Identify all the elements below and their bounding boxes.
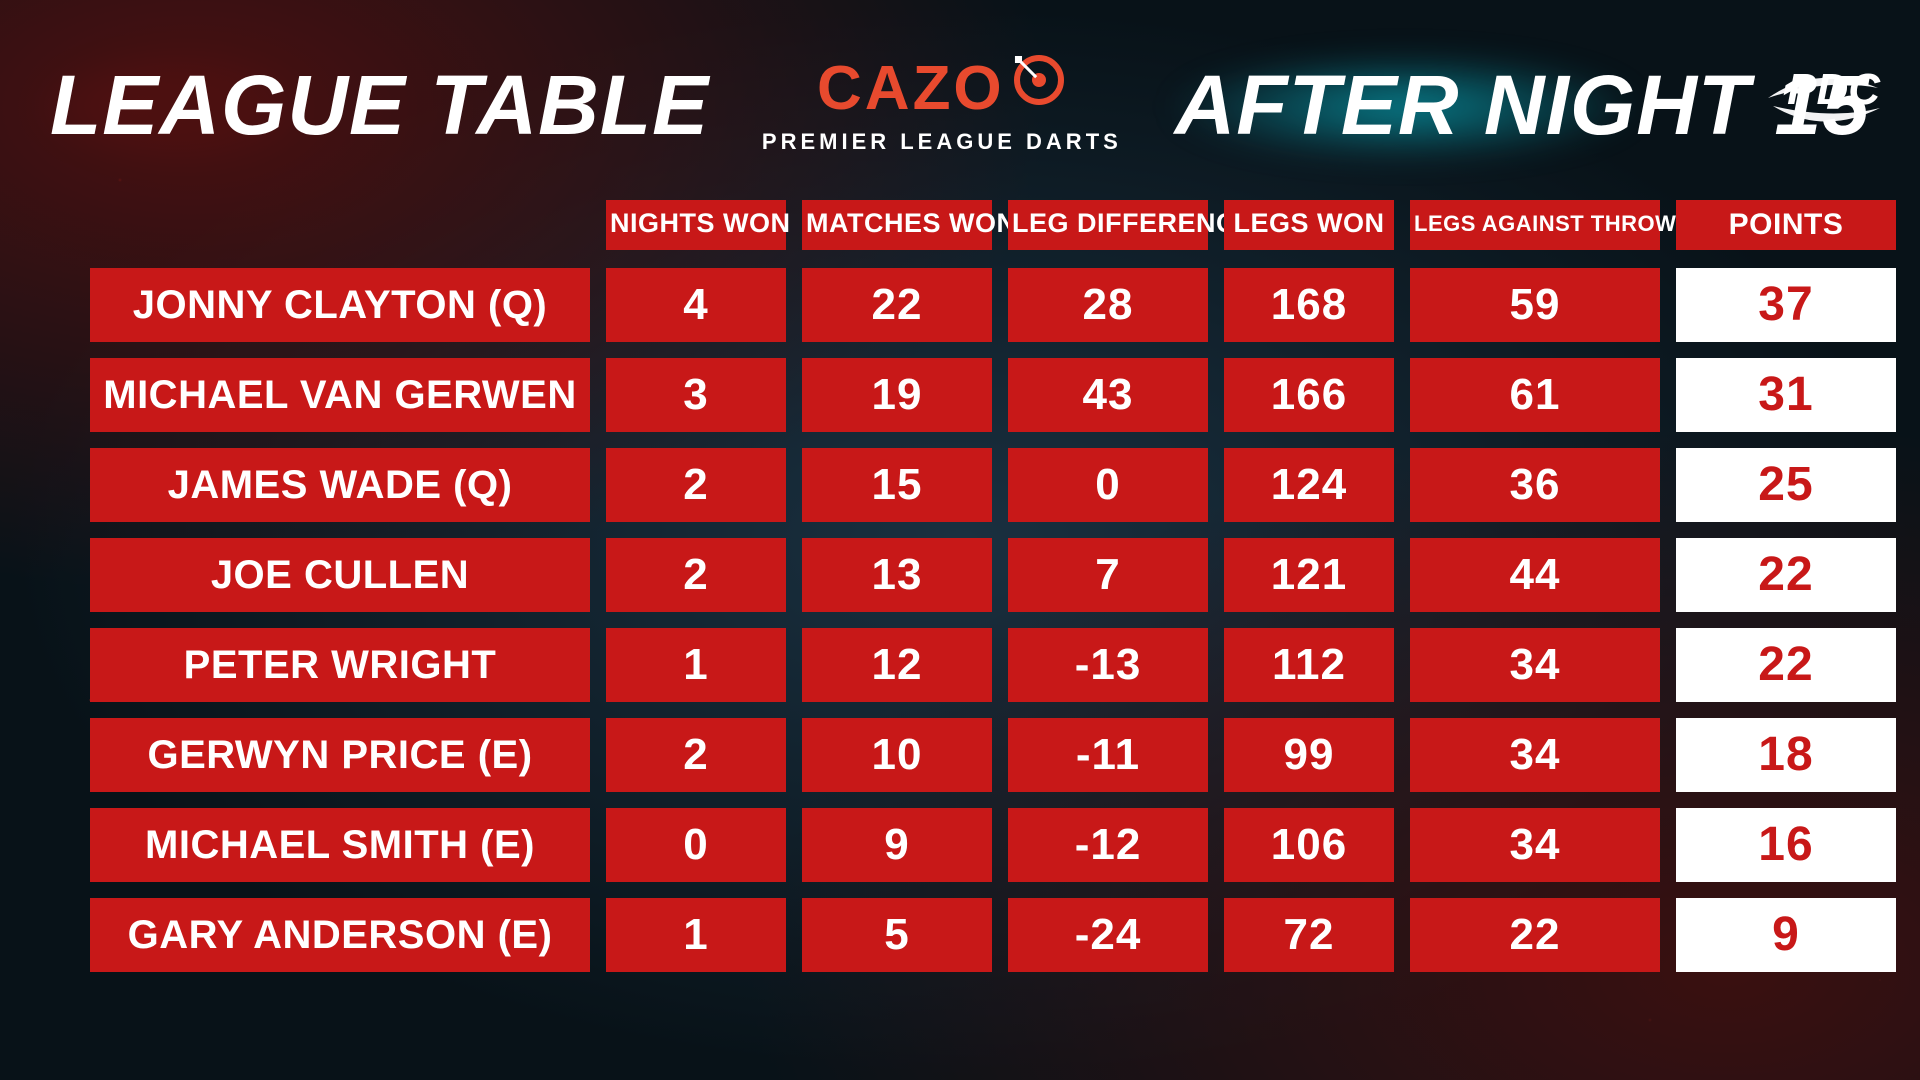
points-cell: 9 [1676,898,1896,972]
header-spacer [90,200,590,250]
pdc-logo: PDC [1787,65,1880,115]
nights-won-cell: 4 [606,268,786,342]
leg-diff-cell: -11 [1008,718,1208,792]
leg-diff-cell: 7 [1008,538,1208,612]
table-header-row: NIGHTS WON MATCHES WON LEG DIFFERENCE LE… [50,200,1870,250]
legs-won-cell: 121 [1224,538,1394,612]
points-cell: 22 [1676,628,1896,702]
matches-won-cell: 22 [802,268,992,342]
col-leg-difference: LEG DIFFERENCE [1008,200,1208,250]
matches-won-cell: 15 [802,448,992,522]
table-row: GARY ANDERSON (E)15-2472229 [50,898,1870,972]
matches-won-cell: 19 [802,358,992,432]
legs-won-cell: 166 [1224,358,1394,432]
lat-cell: 59 [1410,268,1660,342]
table-row: MICHAEL VAN GERWEN (Q)319431666131 [50,358,1870,432]
legs-won-cell: 106 [1224,808,1394,882]
leg-diff-cell: -12 [1008,808,1208,882]
legs-won-cell: 124 [1224,448,1394,522]
player-name: JAMES WADE (Q) [90,448,590,522]
header-row: LEAGUE TABLE CAZO PREMIER LEAGUE DARTS [50,30,1870,180]
leg-diff-cell: -24 [1008,898,1208,972]
player-name: PETER WRIGHT [90,628,590,702]
table-row: JOE CULLEN21371214422 [50,538,1870,612]
matches-won-cell: 13 [802,538,992,612]
leg-diff-cell: -13 [1008,628,1208,702]
brand-text: CAZO [817,58,1005,120]
matches-won-cell: 12 [802,628,992,702]
lat-cell: 34 [1410,718,1660,792]
matches-won-cell: 10 [802,718,992,792]
col-legs-won: LEGS WON [1224,200,1394,250]
table-body: JONNY CLAYTON (Q)422281685937MICHAEL VAN… [50,268,1870,972]
points-cell: 18 [1676,718,1896,792]
table-row: MICHAEL SMITH (E)09-121063416 [50,808,1870,882]
table-row: JAMES WADE (Q)21501243625 [50,448,1870,522]
lat-cell: 36 [1410,448,1660,522]
matches-won-cell: 9 [802,808,992,882]
leg-diff-cell: 28 [1008,268,1208,342]
nights-won-cell: 2 [606,538,786,612]
points-cell: 25 [1676,448,1896,522]
title-left: LEAGUE TABLE [50,57,709,154]
col-points: POINTS [1676,200,1896,250]
points-cell: 31 [1676,358,1896,432]
points-cell: 37 [1676,268,1896,342]
player-name: JONNY CLAYTON (Q) [90,268,590,342]
nights-won-cell: 1 [606,898,786,972]
matches-won-cell: 5 [802,898,992,972]
legs-won-cell: 168 [1224,268,1394,342]
player-name: MICHAEL SMITH (E) [90,808,590,882]
player-name: GERWYN PRICE (E) [90,718,590,792]
dart-icon [1011,52,1067,119]
lat-cell: 44 [1410,538,1660,612]
legs-won-cell: 112 [1224,628,1394,702]
nights-won-cell: 0 [606,808,786,882]
leg-diff-cell: 43 [1008,358,1208,432]
leg-diff-cell: 0 [1008,448,1208,522]
table-row: GERWYN PRICE (E)210-11993418 [50,718,1870,792]
col-nights-won: NIGHTS WON [606,200,786,250]
main-container: LEAGUE TABLE CAZO PREMIER LEAGUE DARTS [0,0,1920,1080]
lat-cell: 34 [1410,808,1660,882]
nights-won-cell: 2 [606,718,786,792]
player-name: MICHAEL VAN GERWEN (Q) [90,358,590,432]
nights-won-cell: 1 [606,628,786,702]
lat-cell: 22 [1410,898,1660,972]
league-table: NIGHTS WON MATCHES WON LEG DIFFERENCE LE… [50,200,1870,972]
table-row: PETER WRIGHT112-131123422 [50,628,1870,702]
nights-won-cell: 2 [606,448,786,522]
points-cell: 16 [1676,808,1896,882]
lat-cell: 34 [1410,628,1660,702]
lat-cell: 61 [1410,358,1660,432]
nights-won-cell: 3 [606,358,786,432]
player-name: GARY ANDERSON (E) [90,898,590,972]
player-name: JOE CULLEN [90,538,590,612]
legs-won-cell: 99 [1224,718,1394,792]
col-legs-against-throw: LEGS AGAINST THROW [1410,200,1660,250]
points-cell: 22 [1676,538,1896,612]
brand-logo: CAZO PREMIER LEAGUE DARTS [762,56,1122,155]
brand-subtitle: PREMIER LEAGUE DARTS [762,129,1122,155]
legs-won-cell: 72 [1224,898,1394,972]
col-matches-won: MATCHES WON [802,200,992,250]
brand-name: CAZO [762,56,1122,123]
table-row: JONNY CLAYTON (Q)422281685937 [50,268,1870,342]
